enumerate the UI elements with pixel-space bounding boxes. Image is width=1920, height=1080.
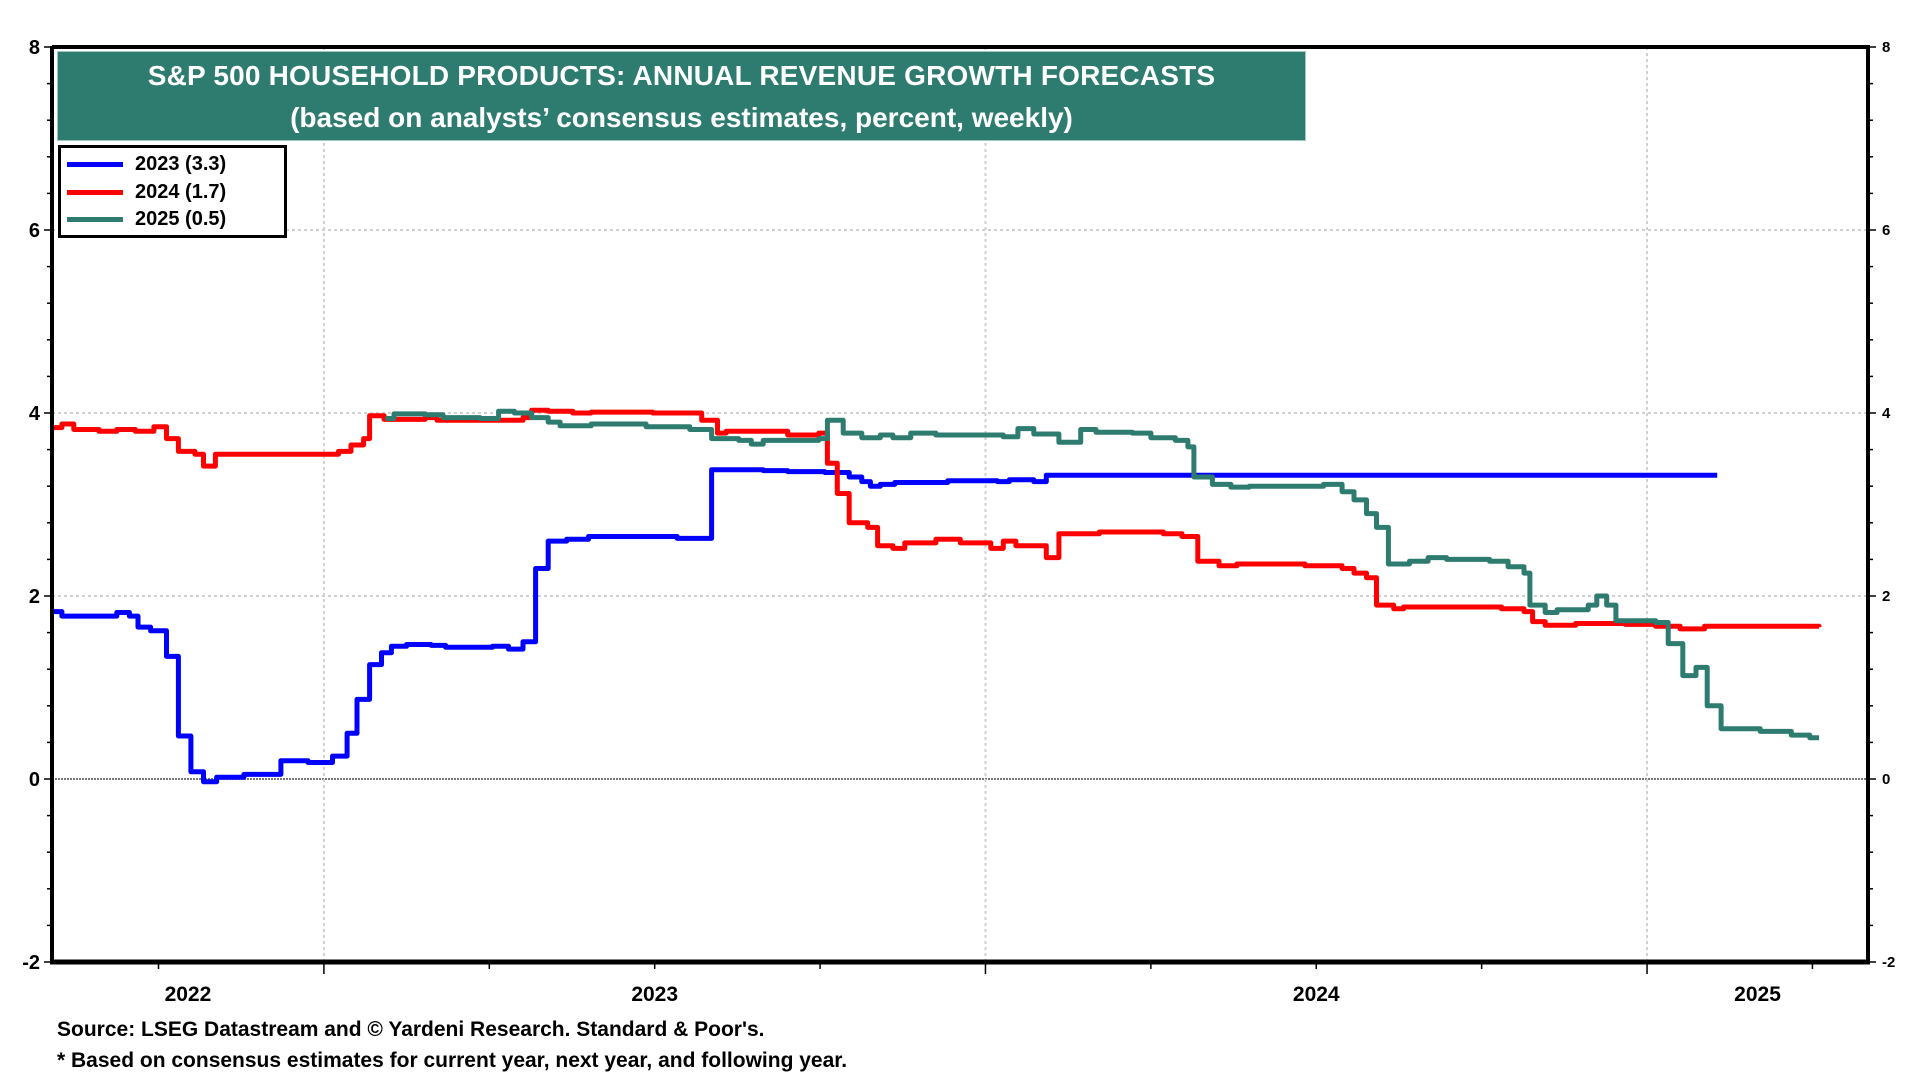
- chart-subtitle: (based on analysts’ consensus estimates,…: [290, 102, 1073, 133]
- x-tick-label: 2025: [1734, 983, 1781, 1006]
- legend-swatch-2025: [67, 216, 123, 222]
- series-line-2025: [385, 408, 1819, 741]
- grid-layer: [52, 47, 1868, 962]
- footnote: * Based on consensus estimates for curre…: [57, 1049, 848, 1072]
- y-tick-label-left: 2: [29, 586, 40, 608]
- series-line-2023: [52, 467, 1718, 785]
- legend-swatch-2024: [67, 189, 123, 195]
- legend-label-2025: 2025 (0.5): [135, 207, 227, 230]
- axes-layer: [44, 45, 1876, 974]
- chart-title-box: S&P 500 HOUSEHOLD PRODUCTS: ANNUAL REVEN…: [57, 51, 1306, 141]
- labels-layer: -2 -2 0 0 2 2 4 4 6 6 8 8 2022 2023 2024 2025: [22, 37, 1895, 1006]
- y-tick-label-left: 4: [29, 403, 41, 425]
- y-tick-label-left: 8: [29, 37, 40, 59]
- y-tick-label-left: 6: [29, 220, 40, 242]
- y-tick-label-right: 8: [1882, 39, 1890, 56]
- y-tick-label-left: -2: [22, 952, 40, 974]
- legend-item-2024: 2024 (1.7): [67, 179, 226, 205]
- x-tick-label: 2023: [631, 983, 678, 1006]
- legend-label-2023: 2023 (3.3): [135, 152, 227, 175]
- legend-label-2024: 2024 (1.7): [135, 180, 227, 203]
- y-tick-label-right: 2: [1882, 588, 1890, 605]
- legend-swatch-2023: [67, 161, 123, 167]
- y-tick-label-right: 0: [1882, 771, 1890, 788]
- legend-item-2023: 2023 (3.3): [67, 151, 226, 177]
- x-tick-label: 2024: [1293, 983, 1340, 1006]
- source-note: Source: LSEG Datastream and © Yardeni Re…: [57, 1018, 765, 1041]
- y-tick-label-right: 4: [1882, 405, 1891, 422]
- legend: 2023 (3.3) 2024 (1.7) 2025 (0.5): [58, 145, 287, 238]
- x-tick-label: 2022: [165, 983, 212, 1006]
- legend-item-2025: 2025 (0.5): [67, 206, 226, 232]
- chart-title: S&P 500 HOUSEHOLD PRODUCTS: ANNUAL REVEN…: [147, 60, 1216, 91]
- y-tick-label-right: -2: [1882, 954, 1895, 971]
- y-tick-label-right: 6: [1882, 222, 1890, 239]
- series-layer: [52, 407, 1822, 785]
- y-tick-label-left: 0: [29, 769, 40, 791]
- series-line-2024: [52, 407, 1822, 632]
